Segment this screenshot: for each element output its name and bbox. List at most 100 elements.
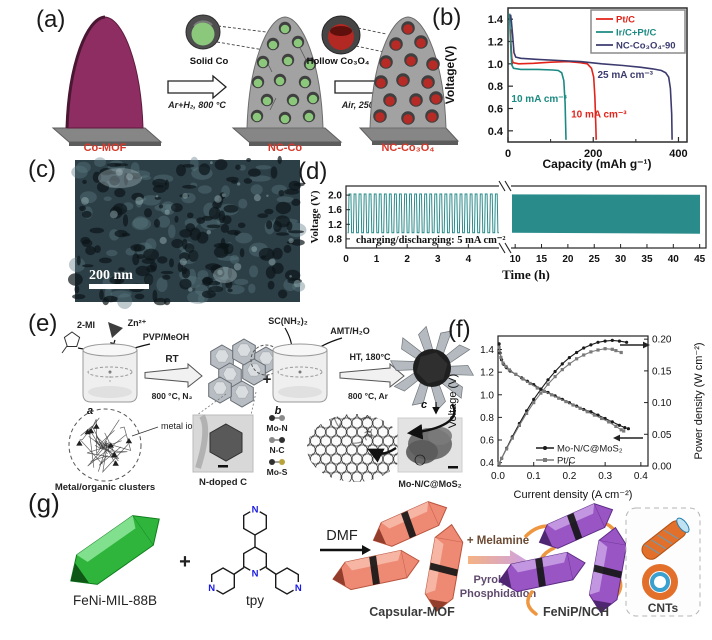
svg-text:0.8: 0.8 bbox=[328, 234, 342, 245]
arrow2-conditions: Air, 250 °C bbox=[341, 100, 387, 110]
svg-text:0.10: 0.10 bbox=[652, 398, 672, 409]
n-atom-left: N bbox=[208, 583, 215, 594]
svg-text:NC-Co₃O₄-90: NC-Co₃O₄-90 bbox=[616, 41, 676, 52]
cnt-ring-outer bbox=[642, 564, 678, 600]
zif-zoom-line-1 bbox=[196, 393, 227, 416]
fenimil-crystal bbox=[70, 515, 160, 585]
beaker-b bbox=[272, 343, 328, 403]
fenimil-label: FeNi-MIL-88B bbox=[73, 593, 157, 608]
panel-d-label: (d) bbox=[298, 158, 328, 185]
svg-text:0.15: 0.15 bbox=[652, 366, 672, 377]
arrow1-block bbox=[167, 74, 228, 100]
zn-tetrahedron bbox=[108, 322, 123, 338]
svg-text:1.0: 1.0 bbox=[480, 390, 494, 401]
svg-text:0.05: 0.05 bbox=[652, 430, 672, 441]
panel-e-schematic: 2-MI Zn²⁺ PVP/MeOH a RT 800 °C, N₂ + SC( bbox=[55, 316, 475, 493]
svg-text:25 mA cm⁻³: 25 mA cm⁻³ bbox=[598, 70, 654, 81]
n-mask-4 bbox=[292, 582, 304, 593]
2mi-molecule bbox=[63, 331, 81, 347]
svg-text:0.2: 0.2 bbox=[562, 471, 576, 482]
sem-texture bbox=[68, 155, 307, 309]
dmf-label: DMF bbox=[326, 528, 358, 544]
svg-text:Mo-N/C@MoS₂: Mo-N/C@MoS₂ bbox=[557, 444, 623, 455]
ndoped-tem-image bbox=[192, 414, 254, 473]
step1-arrow bbox=[144, 362, 203, 389]
panel-d-chart: Voltage (V) Time (h) charging/dischargin… bbox=[309, 180, 707, 282]
metal-ion-pointer bbox=[131, 426, 159, 437]
panel-f-chart: Current density (A cm⁻²) Voltage (V) Pow… bbox=[447, 335, 705, 501]
svg-text:1.4: 1.4 bbox=[480, 345, 494, 356]
stage1-label: Co-MOF bbox=[84, 142, 127, 154]
f-xaxis-label: Current density (A cm⁻²) bbox=[514, 489, 633, 501]
svg-text:0.6: 0.6 bbox=[480, 436, 494, 447]
svg-text:1.2: 1.2 bbox=[488, 37, 503, 49]
bond-mo-s: Mo-S bbox=[267, 467, 288, 477]
tpy-label: tpy bbox=[246, 593, 264, 608]
bond-legend bbox=[269, 415, 285, 465]
svg-text:Pt/C: Pt/C bbox=[616, 15, 635, 26]
svg-text:0.6: 0.6 bbox=[488, 104, 503, 116]
capsular-mof-crystals bbox=[332, 501, 464, 613]
panel-b-label: (b) bbox=[432, 4, 462, 31]
svg-text:Pt/C: Pt/C bbox=[557, 456, 576, 467]
nc-co3o4-particles bbox=[373, 21, 443, 125]
svg-text:35: 35 bbox=[641, 254, 653, 265]
stage3-label: NC-Co₃O₄ bbox=[381, 142, 434, 154]
svg-text:2.0: 2.0 bbox=[328, 191, 342, 202]
svg-text:0.4: 0.4 bbox=[634, 471, 648, 482]
hollow-co3o4-label: Hollow Co₃O₄ bbox=[307, 56, 370, 67]
arrow-tem-to-lattice bbox=[367, 446, 397, 463]
step1-bottom-label: 800 °C, N₂ bbox=[152, 391, 193, 401]
clusters-label: Metal/organic clusters bbox=[55, 482, 155, 493]
n-mask-1 bbox=[249, 503, 261, 515]
final-product-label: Mo-N/C@MoS₂ bbox=[398, 479, 461, 489]
dmf-arrow-head bbox=[362, 545, 371, 555]
svg-text:0.20: 0.20 bbox=[652, 335, 672, 346]
beaker-a-label: a bbox=[87, 405, 93, 417]
reagent-2mi-label: 2-MI bbox=[77, 320, 95, 330]
svg-text:30: 30 bbox=[615, 254, 627, 265]
bond-mo-n: Mo-N bbox=[266, 423, 287, 433]
d-xaxis-label: Time (h) bbox=[502, 267, 550, 282]
b-xaxis-label: Capacity (mAh g⁻¹) bbox=[542, 157, 651, 171]
svg-text:10: 10 bbox=[510, 254, 522, 265]
fenip-crystals bbox=[498, 503, 628, 614]
svg-text:40: 40 bbox=[668, 254, 680, 265]
cluster-scribbles bbox=[76, 417, 133, 473]
n-atom-center: N bbox=[252, 569, 259, 580]
d-annotation: charging/discharging: 5 mA cm⁻² bbox=[356, 235, 506, 246]
step2-top-label: HT, 180°C bbox=[349, 352, 391, 362]
cnts-inset bbox=[625, 507, 701, 617]
panel-a-schematic: Co-MOF Ar+H₂, 800 °C Solid Co NC-Co Air,… bbox=[51, 14, 460, 154]
panel-c-label: (c) bbox=[28, 156, 56, 183]
svg-text:0.4: 0.4 bbox=[488, 126, 504, 138]
panel-f-label: (f) bbox=[448, 316, 471, 343]
svg-text:15: 15 bbox=[536, 254, 548, 265]
svg-text:0.3: 0.3 bbox=[598, 471, 612, 482]
svg-text:1.6: 1.6 bbox=[328, 205, 342, 216]
svg-text:0.8: 0.8 bbox=[480, 413, 494, 424]
panel-e-label: (e) bbox=[28, 310, 58, 337]
plus-sign: + bbox=[179, 551, 191, 573]
svg-text:1: 1 bbox=[374, 254, 380, 265]
bond-n-c: N-C bbox=[269, 445, 284, 455]
reagent-thiourea-label: SC(NH₂)₂ bbox=[268, 316, 308, 326]
f-yaxis-right-label: Power density (W cm⁻²) bbox=[693, 342, 705, 459]
n-atom-right: N bbox=[295, 583, 302, 594]
nc-co-particles bbox=[250, 21, 320, 125]
svg-text:1.0: 1.0 bbox=[488, 59, 503, 71]
cnt-ring-inner bbox=[650, 572, 670, 592]
svg-text:1.2: 1.2 bbox=[480, 368, 494, 379]
reagent-amt-label: AMT/H₂O bbox=[330, 326, 370, 336]
plus-sign: + bbox=[263, 371, 272, 388]
svg-text:4: 4 bbox=[466, 254, 472, 265]
product-c-label: c bbox=[421, 399, 427, 411]
panel-g-schematic: FeNi-MIL-88B + N N N N tpy DMF Capsular-… bbox=[70, 501, 701, 619]
hollow-co3o4-inset bbox=[321, 15, 387, 55]
svg-text:0.0: 0.0 bbox=[491, 471, 505, 482]
panel-a-label: (a) bbox=[36, 6, 66, 33]
svg-text:0: 0 bbox=[343, 254, 349, 265]
2mi-bond bbox=[61, 345, 68, 354]
scale-bar-label: 200 nm bbox=[89, 268, 133, 283]
svg-text:10 mA cm⁻³: 10 mA cm⁻³ bbox=[511, 94, 567, 105]
